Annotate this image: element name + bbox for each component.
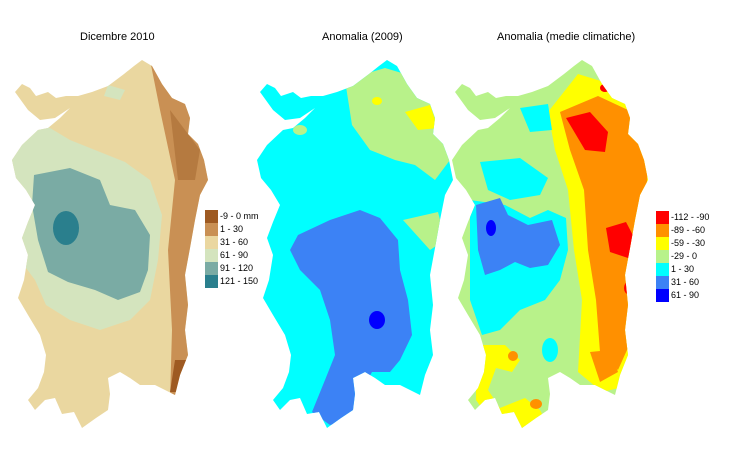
title-anomaly-climate: Anomalia (medie climatiche) — [497, 31, 636, 43]
legend-swatch — [656, 289, 669, 302]
legend-label: 91 - 120 — [220, 263, 254, 273]
legend-swatch — [656, 237, 669, 250]
legend-label: 121 - 150 — [220, 276, 259, 286]
legend-swatch — [656, 224, 669, 237]
legend-label: -89 - -60 — [671, 225, 706, 235]
legend-swatch — [656, 263, 669, 276]
legend-swatch — [656, 211, 669, 224]
legend-item: 1 - 30 — [656, 263, 709, 276]
legend-label: 61 - 90 — [671, 290, 700, 300]
legend-label: -29 - 0 — [671, 251, 698, 261]
legend-item: 61 - 90 — [205, 249, 259, 262]
legend-swatch — [205, 210, 218, 223]
legend-swatch — [205, 223, 218, 236]
legend-swatch — [205, 262, 218, 275]
legend-label: 31 - 60 — [671, 277, 700, 287]
legend-anomaly-climate: -112 - -90 -89 - -60 -59 - -30 -29 - 0 1… — [656, 211, 709, 302]
map-anomaly-climate — [452, 60, 648, 428]
legend-swatch — [205, 275, 218, 288]
legend-label: -112 - -90 — [671, 212, 710, 222]
legend-swatch — [656, 276, 669, 289]
legend-item: 31 - 60 — [656, 276, 709, 289]
legend-swatch — [656, 250, 669, 263]
title-anomaly-2009: Anomalia (2009) — [322, 31, 403, 43]
legend-item: 91 - 120 — [205, 262, 259, 275]
legend-label: 1 - 30 — [671, 264, 695, 274]
legend-label: -59 - -30 — [671, 238, 706, 248]
legend-item: -9 - 0 mm — [205, 210, 259, 223]
legend-item: 1 - 30 — [205, 223, 259, 236]
title-december-2010: Dicembre 2010 — [80, 31, 155, 43]
legend-item: 121 - 150 — [205, 275, 259, 288]
legend-item: -59 - -30 — [656, 237, 709, 250]
map-anomaly-2009 — [257, 60, 453, 428]
legend-item: -89 - -60 — [656, 224, 709, 237]
legend-label: 1 - 30 — [220, 224, 244, 234]
legend-swatch — [205, 236, 218, 249]
legend-item: 61 - 90 — [656, 289, 709, 302]
legend-swatch — [205, 249, 218, 262]
legend-item: 31 - 60 — [205, 236, 259, 249]
map-december-2010 — [12, 60, 208, 428]
legend-label: 31 - 60 — [220, 237, 249, 247]
legend-december-2010: -9 - 0 mm 1 - 30 31 - 60 61 - 90 91 - 12… — [205, 210, 259, 288]
legend-item: -112 - -90 — [656, 211, 709, 224]
legend-label: 61 - 90 — [220, 250, 249, 260]
legend-label: -9 - 0 mm — [220, 211, 259, 221]
legend-item: -29 - 0 — [656, 250, 709, 263]
